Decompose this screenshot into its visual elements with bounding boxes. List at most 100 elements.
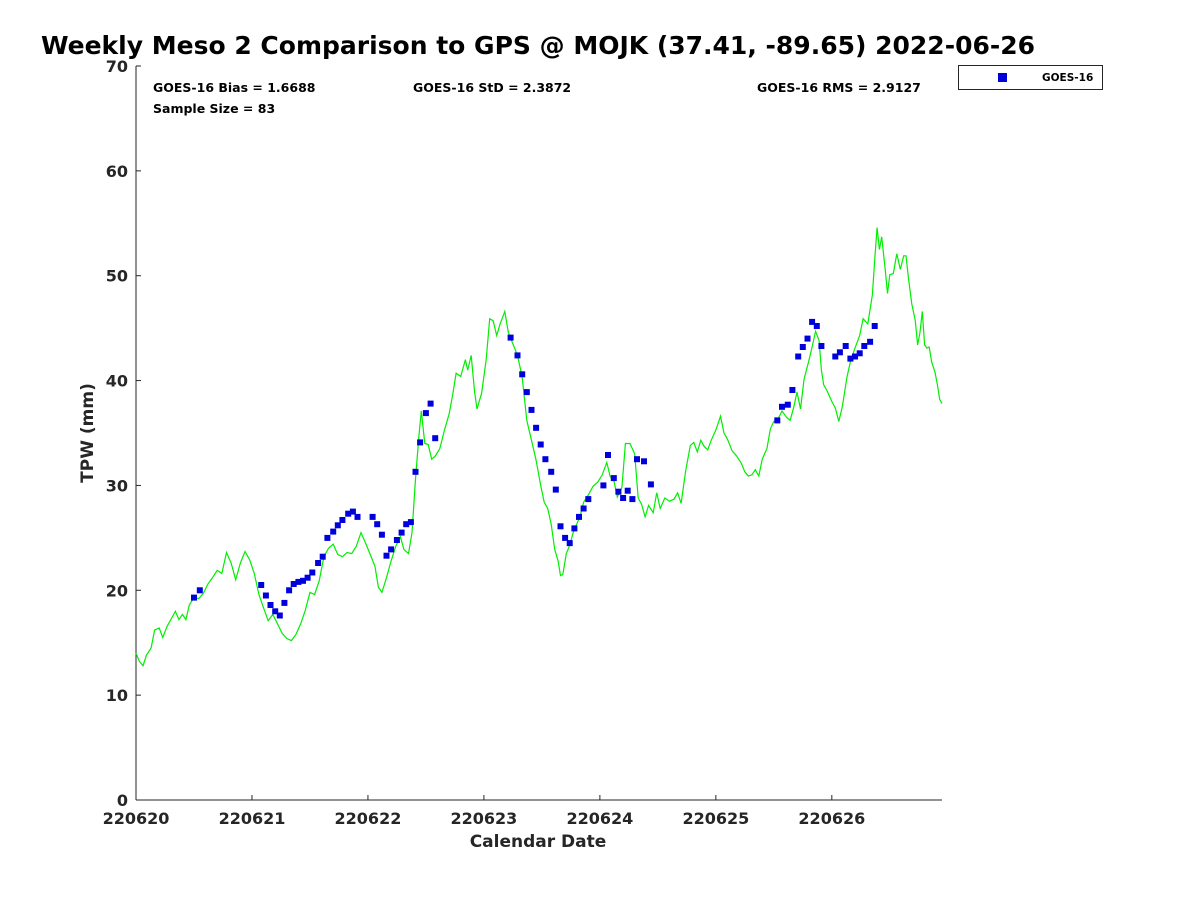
goes16-point: [852, 353, 858, 360]
goes16-point: [629, 496, 636, 503]
goes16-point: [324, 534, 331, 541]
stat-rms: GOES-16 RMS = 2.9127: [757, 80, 921, 95]
goes16-point: [537, 441, 544, 448]
gps-series: [135, 227, 943, 668]
goes16-series: [191, 318, 878, 619]
goes16-point: [354, 513, 361, 520]
goes16-point: [647, 481, 654, 488]
goes16-point: [374, 521, 381, 528]
legend-marker: [998, 73, 1007, 82]
y-tick-label: 20: [106, 581, 128, 600]
stat-sample-size: Sample Size = 83: [153, 101, 275, 116]
goes16-point: [300, 577, 306, 584]
goes16-point: [774, 417, 781, 424]
y-axis-label: TPW (mm): [78, 383, 98, 483]
goes16-point: [315, 560, 322, 566]
goes16-point: [784, 401, 791, 408]
goes16-point: [600, 482, 607, 489]
goes16-point: [795, 353, 802, 360]
goes16-point: [818, 343, 825, 349]
goes16-point: [507, 334, 514, 341]
goes16-point: [432, 435, 439, 442]
goes16-point: [576, 513, 582, 520]
goes16-point: [871, 323, 878, 329]
goes16-point: [528, 406, 535, 413]
goes16-point: [542, 456, 549, 463]
goes16-point: [804, 335, 811, 342]
x-tick-label: 220622: [335, 809, 402, 828]
goes16-point: [867, 338, 874, 345]
goes16-point: [571, 525, 578, 532]
goes16-point: [562, 534, 569, 541]
goes16-point: [832, 353, 839, 360]
goes16-point: [641, 458, 647, 465]
goes16-point: [334, 522, 341, 529]
goes16-point: [258, 582, 265, 588]
goes16-point: [290, 581, 297, 587]
goes16-point: [427, 400, 434, 407]
gps-tpw-line: [135, 227, 943, 668]
goes16-point: [393, 537, 400, 543]
y-tick-label: 60: [106, 162, 128, 181]
goes16-point: [417, 439, 424, 446]
goes16-point: [383, 552, 390, 559]
stat-bias: GOES-16 Bias = 1.6688: [153, 80, 315, 95]
goes16-point: [349, 508, 356, 515]
goes16-point: [276, 612, 283, 619]
y-tick-label: 70: [106, 57, 128, 76]
goes16-point: [620, 495, 627, 501]
y-tick-label: 50: [106, 267, 128, 286]
y-tick-label: 40: [106, 372, 128, 391]
goes16-point: [605, 452, 611, 458]
x-tick-label: 220626: [798, 809, 865, 828]
goes16-point: [191, 594, 197, 601]
goes16-point: [339, 517, 346, 523]
goes16-point: [585, 496, 592, 503]
goes16-point: [634, 456, 640, 463]
goes16-point: [523, 389, 530, 396]
legend-box: [958, 65, 1103, 90]
goes16-point: [286, 587, 293, 594]
goes16-point: [262, 592, 269, 599]
goes16-point: [856, 350, 863, 357]
goes16-point: [519, 371, 526, 378]
goes16-point: [836, 349, 843, 356]
goes16-point: [566, 540, 573, 547]
x-tick-label: 220625: [682, 809, 749, 828]
goes16-point: [557, 523, 564, 530]
y-tick-label: 0: [117, 791, 128, 810]
goes16-point: [624, 487, 631, 494]
goes16-point: [610, 475, 617, 482]
goes16-point: [809, 318, 816, 325]
x-tick-label: 220621: [219, 809, 286, 828]
goes16-point: [369, 513, 376, 520]
x-tick-label: 220623: [451, 809, 518, 828]
goes16-point: [847, 355, 854, 362]
goes16-point: [345, 510, 352, 517]
goes16-point: [514, 352, 521, 359]
goes16-point: [533, 424, 540, 431]
goes16-point: [861, 343, 868, 349]
goes16-point: [842, 343, 849, 349]
goes16-point: [309, 569, 316, 576]
goes16-point: [196, 587, 203, 594]
y-axis: 0 10 20 30 40 50 60 70: [106, 57, 141, 810]
goes16-point: [319, 553, 326, 560]
goes16-point: [330, 528, 337, 535]
goes16-point: [580, 505, 587, 512]
goes16-point: [779, 403, 785, 410]
legend: GOES-16: [958, 65, 1103, 90]
goes16-point: [378, 531, 385, 538]
goes16-point: [388, 546, 395, 553]
x-tick-label: 220620: [103, 809, 170, 828]
goes16-point: [304, 574, 311, 581]
goes16-point: [412, 468, 419, 475]
goes16-point: [281, 599, 288, 606]
goes16-point: [799, 344, 806, 350]
goes16-point: [272, 608, 279, 615]
goes16-point: [267, 602, 274, 608]
goes16-point: [615, 488, 622, 495]
goes16-point: [789, 387, 796, 393]
legend-label: GOES-16: [1042, 72, 1093, 84]
